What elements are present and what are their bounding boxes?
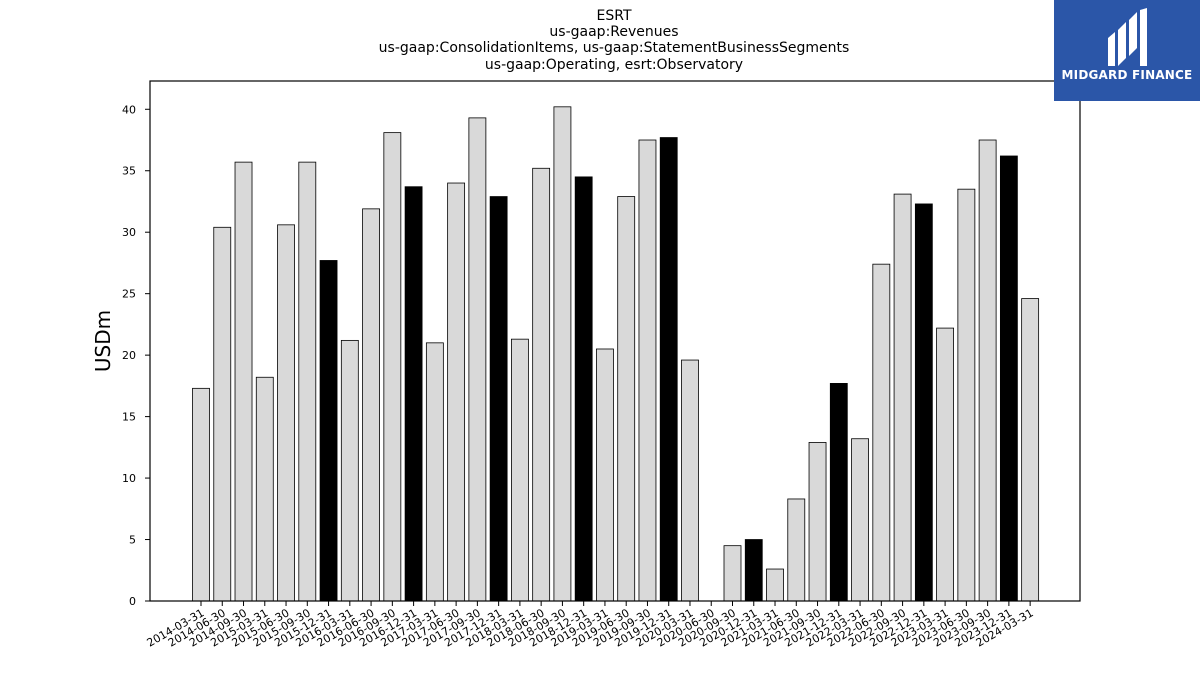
- bar-2016-06-30: [362, 208, 380, 602]
- bar-2018-12-31: [574, 176, 593, 602]
- bar-2021-03-31: [766, 568, 784, 602]
- y-axis-label: USDm: [91, 310, 115, 372]
- plot-frame: [149, 80, 1081, 602]
- y-tick-label: 5: [129, 534, 136, 547]
- bar-2022-09-30: [893, 193, 912, 602]
- bar-2015-09-30: [298, 161, 317, 602]
- midgard-logo-icon: [1108, 8, 1147, 66]
- y-tick-label: 10: [122, 472, 136, 485]
- bar-2014-06-30: [213, 226, 232, 602]
- y-tick-label: 0: [129, 595, 136, 608]
- y-tick-label: 40: [122, 103, 136, 116]
- bar-2021-06-30: [787, 498, 806, 602]
- title-line-2: us-gaap:Revenues: [549, 24, 678, 40]
- bar-2020-12-31: [744, 539, 763, 602]
- y-tick-label: 25: [122, 288, 136, 301]
- bar-2015-06-30: [277, 224, 295, 602]
- y-tick-label: 35: [122, 165, 136, 178]
- bar-2020-03-31: [681, 359, 699, 602]
- bar-2022-03-31: [851, 438, 869, 602]
- bar-2022-06-30: [872, 263, 891, 602]
- y-axis: 0 5 10 15 20 25 30 35 40: [122, 103, 150, 608]
- chart-title: ESRT us-gaap:Revenues us-gaap:Consolidat…: [379, 8, 850, 73]
- y-tick-label: 15: [122, 411, 136, 424]
- brand-name: MIDGARD FINANCE: [1061, 68, 1193, 82]
- bar-2017-09-30: [468, 117, 487, 602]
- bar-2019-06-30: [617, 196, 636, 602]
- bar-2015-03-31: [255, 376, 274, 602]
- bar-2019-12-31: [659, 137, 678, 602]
- bar-2023-03-31: [936, 327, 954, 602]
- bar-2016-12-31: [404, 186, 423, 602]
- title-line-3: us-gaap:ConsolidationItems, us-gaap:Stat…: [379, 40, 850, 56]
- y-tick-label: 30: [122, 226, 136, 239]
- bar-2022-12-31: [914, 203, 933, 602]
- bar-2017-06-30: [447, 182, 466, 602]
- bar-series: [192, 106, 1040, 602]
- bar-2023-09-30: [978, 139, 997, 602]
- bar-2023-12-31: [999, 155, 1018, 602]
- bar-2018-09-30: [553, 106, 572, 602]
- bar-2019-03-31: [596, 348, 614, 602]
- x-axis: 2014-03-312014-06-302014-09-302015-03-31…: [145, 601, 1036, 650]
- bar-2017-12-31: [489, 196, 508, 602]
- bar-2021-09-30: [808, 442, 827, 602]
- y-tick-label: 20: [122, 349, 136, 362]
- bar-2014-03-31: [192, 387, 210, 602]
- bar-2021-12-31: [829, 383, 848, 602]
- bar-2023-06-30: [957, 188, 976, 602]
- title-line-4: us-gaap:Operating, esrt:Observatory: [485, 57, 743, 73]
- bar-2017-03-31: [425, 342, 444, 602]
- bar-2016-03-31: [340, 339, 359, 602]
- bar-2020-09-30: [723, 545, 742, 602]
- bar-2019-09-30: [638, 139, 657, 602]
- bar-2018-03-31: [510, 338, 529, 602]
- brand-logo: MIDGARD FINANCE: [1054, 0, 1200, 101]
- title-line-1: ESRT: [597, 8, 632, 24]
- bar-2016-09-30: [383, 132, 402, 602]
- bar-2018-06-30: [532, 167, 551, 602]
- bar-2024-03-31: [1021, 298, 1040, 602]
- bar-2014-09-30: [234, 161, 253, 602]
- bar-2015-12-31: [319, 260, 338, 602]
